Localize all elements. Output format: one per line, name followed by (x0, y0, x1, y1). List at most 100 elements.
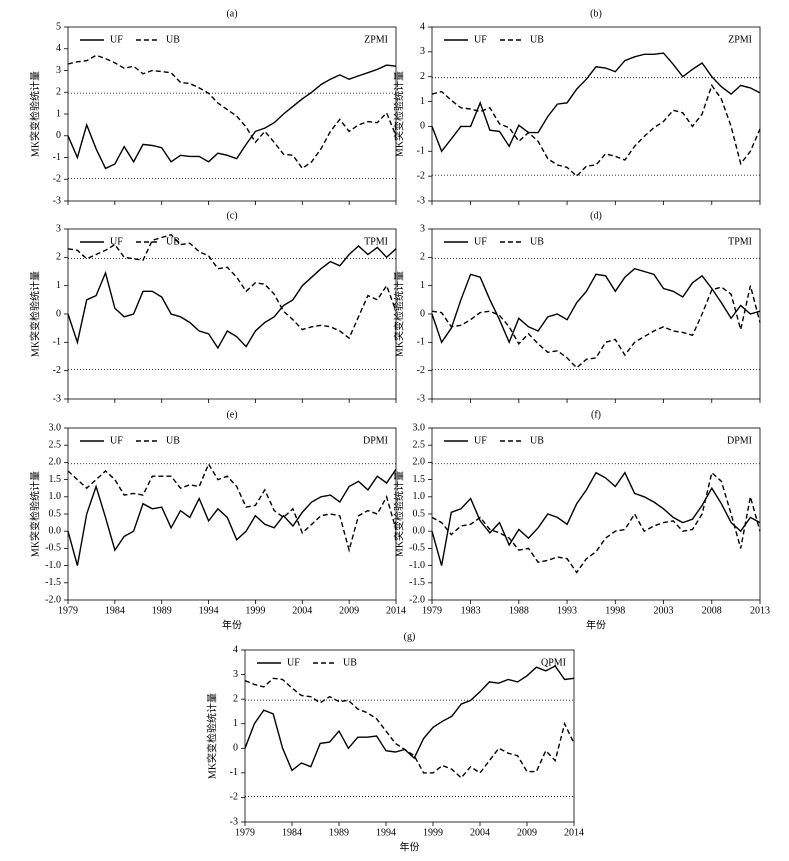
x-tick-label: 2009 (517, 827, 537, 838)
x-tick-label: 1983 (461, 605, 481, 616)
x-tick-label: 1994 (376, 827, 396, 838)
y-tick-label: 1.0 (49, 491, 62, 502)
y-axis-label: MK突变检验统计量 (205, 693, 218, 779)
panel-label: (f) (591, 409, 601, 420)
y-tick-label: 3 (56, 223, 61, 234)
series-line (67, 468, 397, 566)
y-tick-label: 2 (420, 252, 425, 263)
series-line (244, 665, 575, 772)
y-tick-label: 0 (233, 743, 238, 754)
x-tick-label: 1979 (422, 605, 442, 616)
y-axis-label: MK突变检验统计量 (28, 471, 41, 557)
legend-label: UB (530, 236, 544, 247)
y-tick-label: -1 (417, 337, 425, 348)
y-tick-label: -1.5 (45, 577, 61, 588)
y-tick-label: -1 (53, 152, 61, 163)
y-tick-label: 2.0 (413, 457, 426, 468)
y-tick-label: -1 (417, 146, 425, 157)
x-tick-label: 1979 (58, 605, 78, 616)
y-tick-label: 1 (420, 96, 425, 107)
x-tick-label: 2014 (386, 605, 406, 616)
panel-annotation: DPMI (727, 435, 752, 446)
y-tick-label: 3 (420, 223, 425, 234)
panel-annotation: ZPMI (728, 34, 752, 45)
legend-label: UB (166, 34, 180, 45)
panel-annotation: DPMI (363, 435, 388, 446)
series-line (431, 267, 761, 345)
x-tick-label: 2013 (750, 605, 770, 616)
panel-annotation: ZPMI (364, 34, 388, 45)
y-tick-label: 4 (233, 644, 238, 655)
y-tick-label: 2.0 (49, 457, 62, 468)
x-axis-label: 年份 (222, 618, 242, 631)
y-tick-label: -2 (417, 365, 425, 376)
x-axis-label: 年份 (586, 618, 606, 631)
y-tick-label: 2.5 (49, 439, 62, 450)
plot-frame (431, 228, 761, 400)
x-tick-label: 1984 (105, 605, 125, 616)
panel-label: (b) (590, 8, 602, 19)
y-tick-label: 1 (56, 108, 61, 119)
panel-annotation: TPMI (728, 236, 752, 247)
series-line (431, 52, 761, 153)
y-tick-label: -3 (230, 816, 238, 827)
x-tick-label: 2009 (339, 605, 359, 616)
y-tick-label: -2 (230, 792, 238, 803)
x-tick-label: 1998 (605, 605, 625, 616)
panel-label: (g) (404, 631, 416, 642)
y-axis-label: MK突变检验统计量 (28, 71, 41, 157)
panel-annotation: TPMI (364, 236, 388, 247)
x-tick-label: 1999 (245, 605, 265, 616)
x-tick-label: 2008 (702, 605, 722, 616)
x-axis-label: 年份 (400, 840, 420, 853)
x-tick-label: 1993 (557, 605, 577, 616)
x-tick-label: 1979 (235, 827, 255, 838)
legend-label: UB (166, 435, 180, 446)
legend-label: UB (343, 657, 357, 668)
y-axis-label: MK突变检验统计量 (28, 271, 41, 357)
plot-frame (431, 427, 761, 601)
x-tick-label: 1988 (509, 605, 529, 616)
y-tick-label: 1 (420, 280, 425, 291)
legend-label: UF (474, 236, 487, 247)
legend-label: UB (166, 236, 180, 247)
y-tick-label: -2.0 (409, 594, 425, 605)
series-line (431, 471, 761, 574)
legend-label: UB (530, 34, 544, 45)
series-line (431, 471, 761, 566)
y-tick-label: 2 (233, 693, 238, 704)
y-tick-label: -3 (53, 393, 61, 404)
y-tick-label: 1 (233, 718, 238, 729)
y-tick-label: 1.0 (413, 491, 426, 502)
panel-label: (e) (226, 409, 237, 420)
y-tick-label: -2 (417, 170, 425, 181)
legend-label: UB (530, 435, 544, 446)
y-tick-label: -2.0 (45, 594, 61, 605)
y-tick-label: 3 (56, 65, 61, 76)
y-tick-label: 2 (56, 252, 61, 263)
series-line (67, 233, 397, 340)
x-tick-label: 1999 (423, 827, 443, 838)
y-tick-label: 0.5 (49, 508, 62, 519)
y-tick-label: 3.0 (49, 422, 62, 433)
legend-label: UF (110, 435, 123, 446)
y-tick-label: 0 (56, 130, 61, 141)
y-tick-label: 3.0 (413, 422, 426, 433)
series-line (244, 677, 575, 779)
panel-label: (c) (226, 210, 237, 221)
series-line (67, 245, 397, 350)
panel-annotation: QPMI (541, 657, 566, 668)
y-tick-label: -0.5 (409, 543, 425, 554)
y-tick-label: -1.5 (409, 577, 425, 588)
x-tick-label: 1984 (282, 827, 302, 838)
plot-frame (67, 26, 397, 202)
y-axis-label: MK突变检验统计量 (392, 271, 405, 357)
plot-frame (67, 427, 397, 601)
legend-label: UF (474, 34, 487, 45)
y-axis-label: MK突变检验统计量 (392, 71, 405, 157)
series-line (431, 83, 761, 178)
x-tick-label: 1989 (329, 827, 349, 838)
y-tick-label: 3 (420, 46, 425, 57)
y-tick-label: -1 (230, 767, 238, 778)
